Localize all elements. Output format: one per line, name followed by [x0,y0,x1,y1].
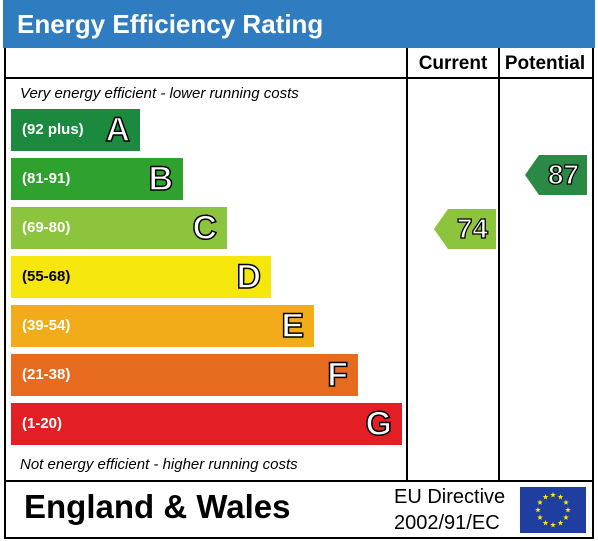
band-letter: G [365,404,393,444]
flag-star-icon [537,514,543,520]
potential-column-header: Potential [504,53,586,74]
band-range-label: (21-38) [22,366,71,383]
band-letter: B [148,159,174,199]
band-g: (1-20) G [11,403,402,445]
chart-title: Energy Efficiency Rating [17,9,324,39]
potential-rating-arrow: 87 [525,155,587,195]
flag-star-icon [565,507,571,513]
title-bar: Energy Efficiency Rating [3,0,595,48]
footer-divider [4,480,594,482]
current-column-divider [406,48,408,482]
flag-star-icon [557,494,564,500]
band-a: (92 plus) A [11,109,140,151]
band-f: (21-38) F [11,354,358,396]
flag-star-icon [550,492,556,498]
band-letter: D [236,257,262,297]
band-letter: F [326,355,348,395]
rating-frame [4,48,594,539]
region-label: England & Wales [24,488,291,525]
flag-star-icon [542,519,549,526]
directive-line-1: EU Directive [394,486,506,508]
band-c: (69-80) C [11,207,227,249]
band-range-label: (39-54) [22,317,71,334]
current-rating-arrow: 74 [434,209,496,249]
flag-star-icon [550,522,556,528]
potential-arrow-shape [525,155,587,195]
flag-star-icon [535,507,541,513]
band-range-label: (55-68) [22,268,71,285]
band-d: (55-68) D [11,256,271,298]
current-arrow-shape [434,209,496,249]
flag-star-icon [537,499,543,505]
header-divider [4,77,594,79]
band-range-label: (69-80) [22,219,71,236]
flag-star-icon [557,519,564,526]
band-b: (81-91) B [11,158,183,200]
directive-line-2: 2002/91/EC [394,512,500,534]
potential-rating-value: 87 [547,158,579,190]
current-rating-value: 74 [456,212,488,244]
band-range-label: (81-91) [22,170,71,187]
flag-star-icon [563,499,569,505]
band-letter: C [192,208,218,248]
flag-star-icon [563,514,569,520]
band-range-label: (92 plus) [22,121,84,138]
top-caption: Very energy efficient - lower running co… [20,85,299,102]
bottom-caption: Not energy efficient - higher running co… [20,456,298,473]
flag-star-icon [542,494,549,500]
band-e: (39-54) E [11,305,314,347]
band-range-label: (1-20) [22,415,63,432]
eu-flag-icon [520,487,586,533]
band-letter: A [105,110,131,150]
potential-column-divider [498,48,500,482]
band-letter: E [281,306,305,346]
current-column-header: Current [418,53,488,74]
